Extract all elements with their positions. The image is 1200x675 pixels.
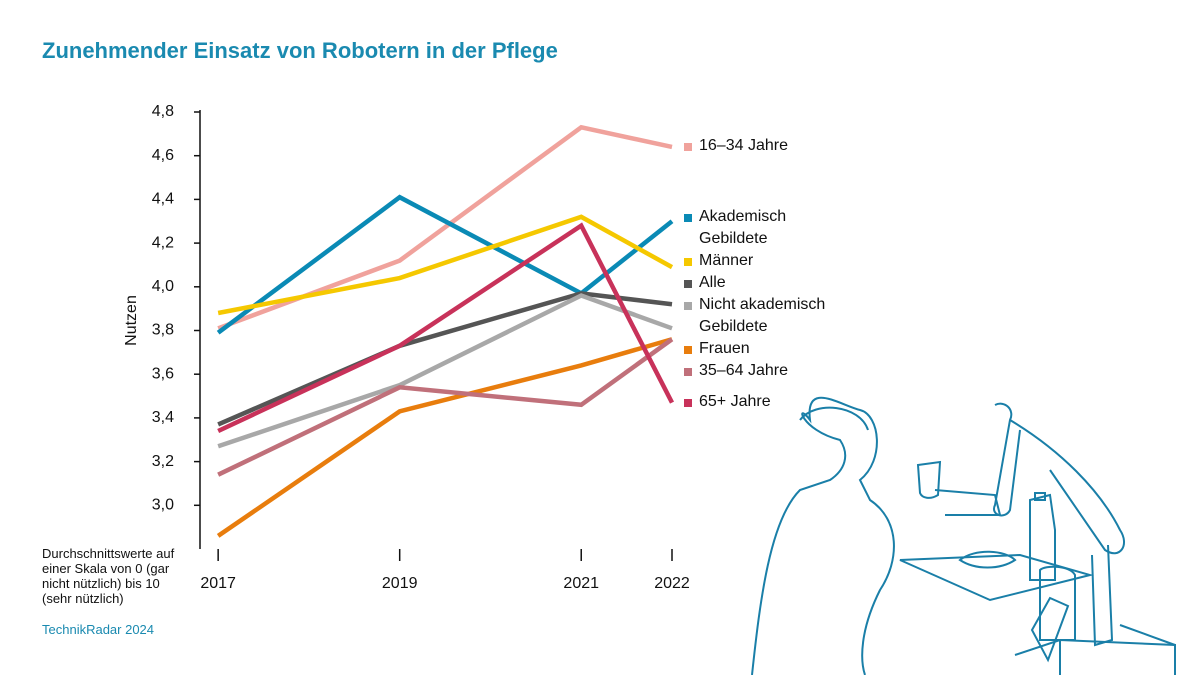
legend-swatch — [684, 399, 692, 407]
legend-item: Akademisch Gebildete — [684, 206, 859, 250]
legend-label: Akademisch Gebildete — [699, 208, 787, 247]
x-tick-label: 2022 — [654, 575, 690, 592]
legend-swatch — [684, 368, 692, 376]
y-tick-label: 4,4 — [152, 191, 174, 208]
chart-title: Zunehmender Einsatz von Robotern in der … — [42, 38, 558, 63]
y-tick-label: 3,0 — [152, 497, 174, 514]
legend-item: Männer — [684, 250, 859, 272]
legend-swatch — [684, 280, 692, 288]
y-tick-label: 4,2 — [152, 234, 174, 251]
legend-item: 16–34 Jahre — [684, 135, 859, 157]
y-tick-label: 3,8 — [152, 322, 174, 339]
legend-swatch — [684, 214, 692, 222]
y-tick-label: 4,8 — [152, 103, 174, 120]
line — [217, 337, 674, 477]
line — [216, 337, 673, 538]
legend-label: 35–64 Jahre — [699, 362, 788, 379]
y-tick-label: 4,0 — [152, 278, 174, 295]
y-tick-label: 3,4 — [152, 409, 174, 426]
legend-swatch — [684, 346, 692, 354]
source: TechnikRadar 2024 — [42, 622, 155, 637]
legend-item: Nicht akademisch Gebildete — [684, 294, 859, 338]
x-tick-label: 2019 — [382, 575, 418, 592]
legend-item: 65+ Jahre — [684, 391, 859, 413]
line — [217, 222, 675, 434]
legend-label: Nicht akademisch Gebildete — [699, 296, 826, 335]
legend-label: Männer — [699, 252, 754, 269]
legend-item: Alle — [684, 272, 859, 294]
legend-swatch — [684, 258, 692, 266]
y-tick-label: 3,2 — [152, 453, 174, 470]
legend-item: 35–64 Jahre — [684, 360, 859, 382]
illustration — [751, 396, 1176, 675]
legend-label: 65+ Jahre — [699, 393, 771, 410]
legend-label: Alle — [699, 274, 726, 291]
y-axis-label: Nutzen — [123, 295, 140, 346]
line — [217, 214, 674, 316]
legend-label: 16–34 Jahre — [699, 137, 788, 154]
legend-label: Frauen — [699, 340, 750, 357]
line — [217, 291, 673, 427]
legend-swatch — [684, 302, 692, 310]
note: Durchschnittswerte auf einer Skala von 0… — [42, 546, 175, 606]
x-tick-label: 2021 — [563, 575, 599, 592]
y-tick-label: 3,6 — [152, 365, 174, 382]
legend-item: Frauen — [684, 338, 859, 360]
y-tick-label: 4,6 — [152, 147, 174, 164]
x-tick-label: 2017 — [200, 575, 236, 592]
legend-swatch — [684, 143, 692, 151]
